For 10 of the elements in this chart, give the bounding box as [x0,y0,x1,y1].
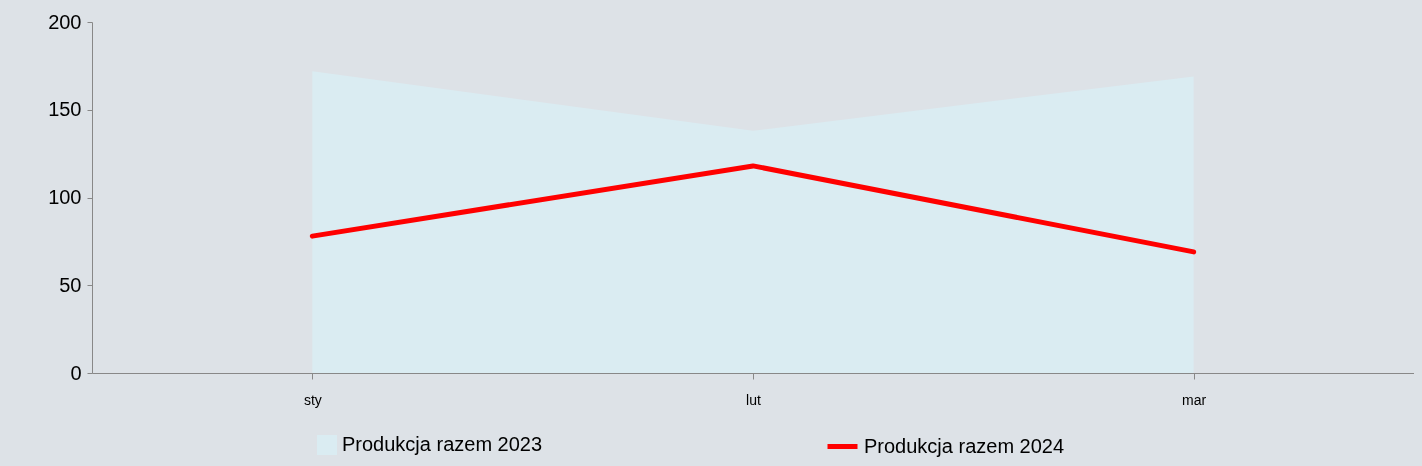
x-tick-label: lut [746,391,761,408]
y-tick-label: 50 [59,273,82,296]
legend-label: Produkcja razem 2023 [342,433,543,455]
y-tick-label: 150 [48,98,82,121]
x-tick-label: sty [303,391,322,408]
y-tick-label: 100 [48,186,82,208]
y-tick-label: 0 [70,361,82,384]
legend-label: Produkcja razem 2024 [864,434,1065,457]
x-tick-label: mar [1182,391,1207,408]
y-tick-label: 200 [48,10,82,33]
